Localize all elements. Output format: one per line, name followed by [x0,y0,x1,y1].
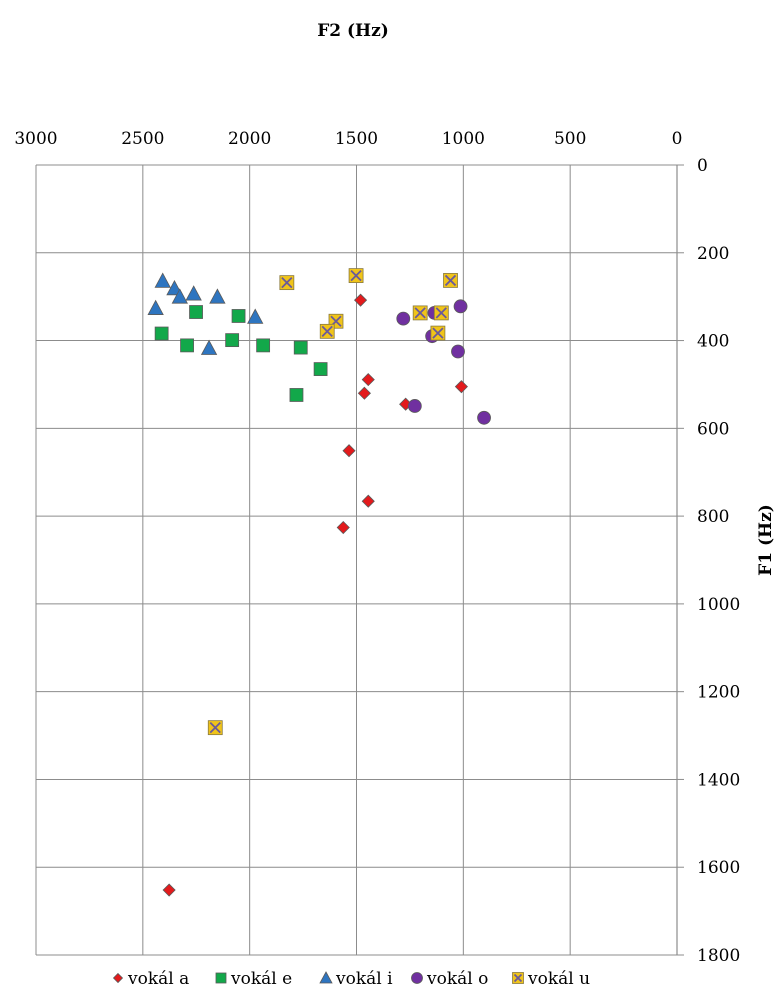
data-point [289,388,304,402]
data-point [407,399,422,413]
legend-item: vokál a [112,969,189,989]
y-tick-label: 200 [697,244,729,264]
axes: 3000 2500 2000 1500 1000 500 00 200 400 600 800 100… [14,129,740,966]
data-point [189,305,203,319]
data-point [147,299,164,315]
data-point [225,333,240,348]
data-point [477,410,491,425]
data-point [430,325,446,341]
data-point [396,311,411,326]
x-tick-label: 500 [554,129,586,149]
legend-item: vokál o [411,969,488,989]
data-point [348,268,364,284]
data-point [357,386,371,400]
y-tick-label: 600 [697,419,729,439]
y-tick-label: 800 [697,507,729,527]
data-point [361,494,375,508]
legend-marker-icon [112,972,124,984]
data-point [154,326,169,341]
legend-item: vokál i [319,969,393,989]
data-point [443,273,458,288]
x-tick-label: 1500 [335,129,378,149]
data-point [353,293,368,307]
data-point [342,444,356,458]
data-point [200,339,218,355]
data-point [319,323,335,339]
x-axis-title: F2 (Hz) [317,21,389,41]
data-point [293,340,308,355]
legend-marker-icon [411,972,423,984]
x-tick-label: 2500 [121,129,164,149]
x-tick-label: 0 [672,129,683,149]
legend: vokál a vokál e vokál i vokál o vokál u [112,969,590,989]
y-tick-label: 1000 [697,595,740,615]
data-point [412,305,428,321]
data-point [313,362,328,376]
data-point [180,338,194,353]
data-point [453,299,468,314]
legend-label: vokál o [426,969,488,989]
data-point [451,344,465,359]
data-point [336,520,350,535]
y-tick-label: 0 [697,156,708,176]
legend-label: vokál e [230,969,292,989]
legend-label: vokál a [127,969,189,989]
legend-item: vokál u [512,969,590,989]
data-point [207,720,223,736]
y-tick-label: 1200 [697,683,740,703]
data-point [171,288,188,304]
data-point [231,309,246,323]
data-point [209,288,226,304]
data-point [256,338,271,353]
data-point [279,275,295,291]
legend-label: vokál u [527,969,590,989]
y-tick-label: 1800 [697,946,740,966]
legend-label: vokál i [335,969,393,989]
legend-marker-icon [215,972,227,984]
grid-lines [35,164,678,956]
legend-marker-icon [319,971,333,984]
legend-marker-icon [512,972,524,984]
legend-item: vokál e [215,969,292,989]
x-tick-label: 3000 [14,129,57,149]
data-point [162,883,176,897]
data-points [147,268,491,897]
y-axis-title: F1 (Hz) [756,504,776,576]
data-point [247,308,264,324]
x-tick-label: 1000 [442,129,485,149]
y-tick-label: 1400 [697,770,740,790]
data-point [361,373,375,387]
data-point [454,380,468,394]
y-tick-label: 1600 [697,858,740,878]
data-point [185,285,202,301]
x-tick-label: 2000 [228,129,271,149]
data-point [154,272,171,288]
y-tick-label: 400 [697,332,729,352]
data-point [433,305,449,321]
